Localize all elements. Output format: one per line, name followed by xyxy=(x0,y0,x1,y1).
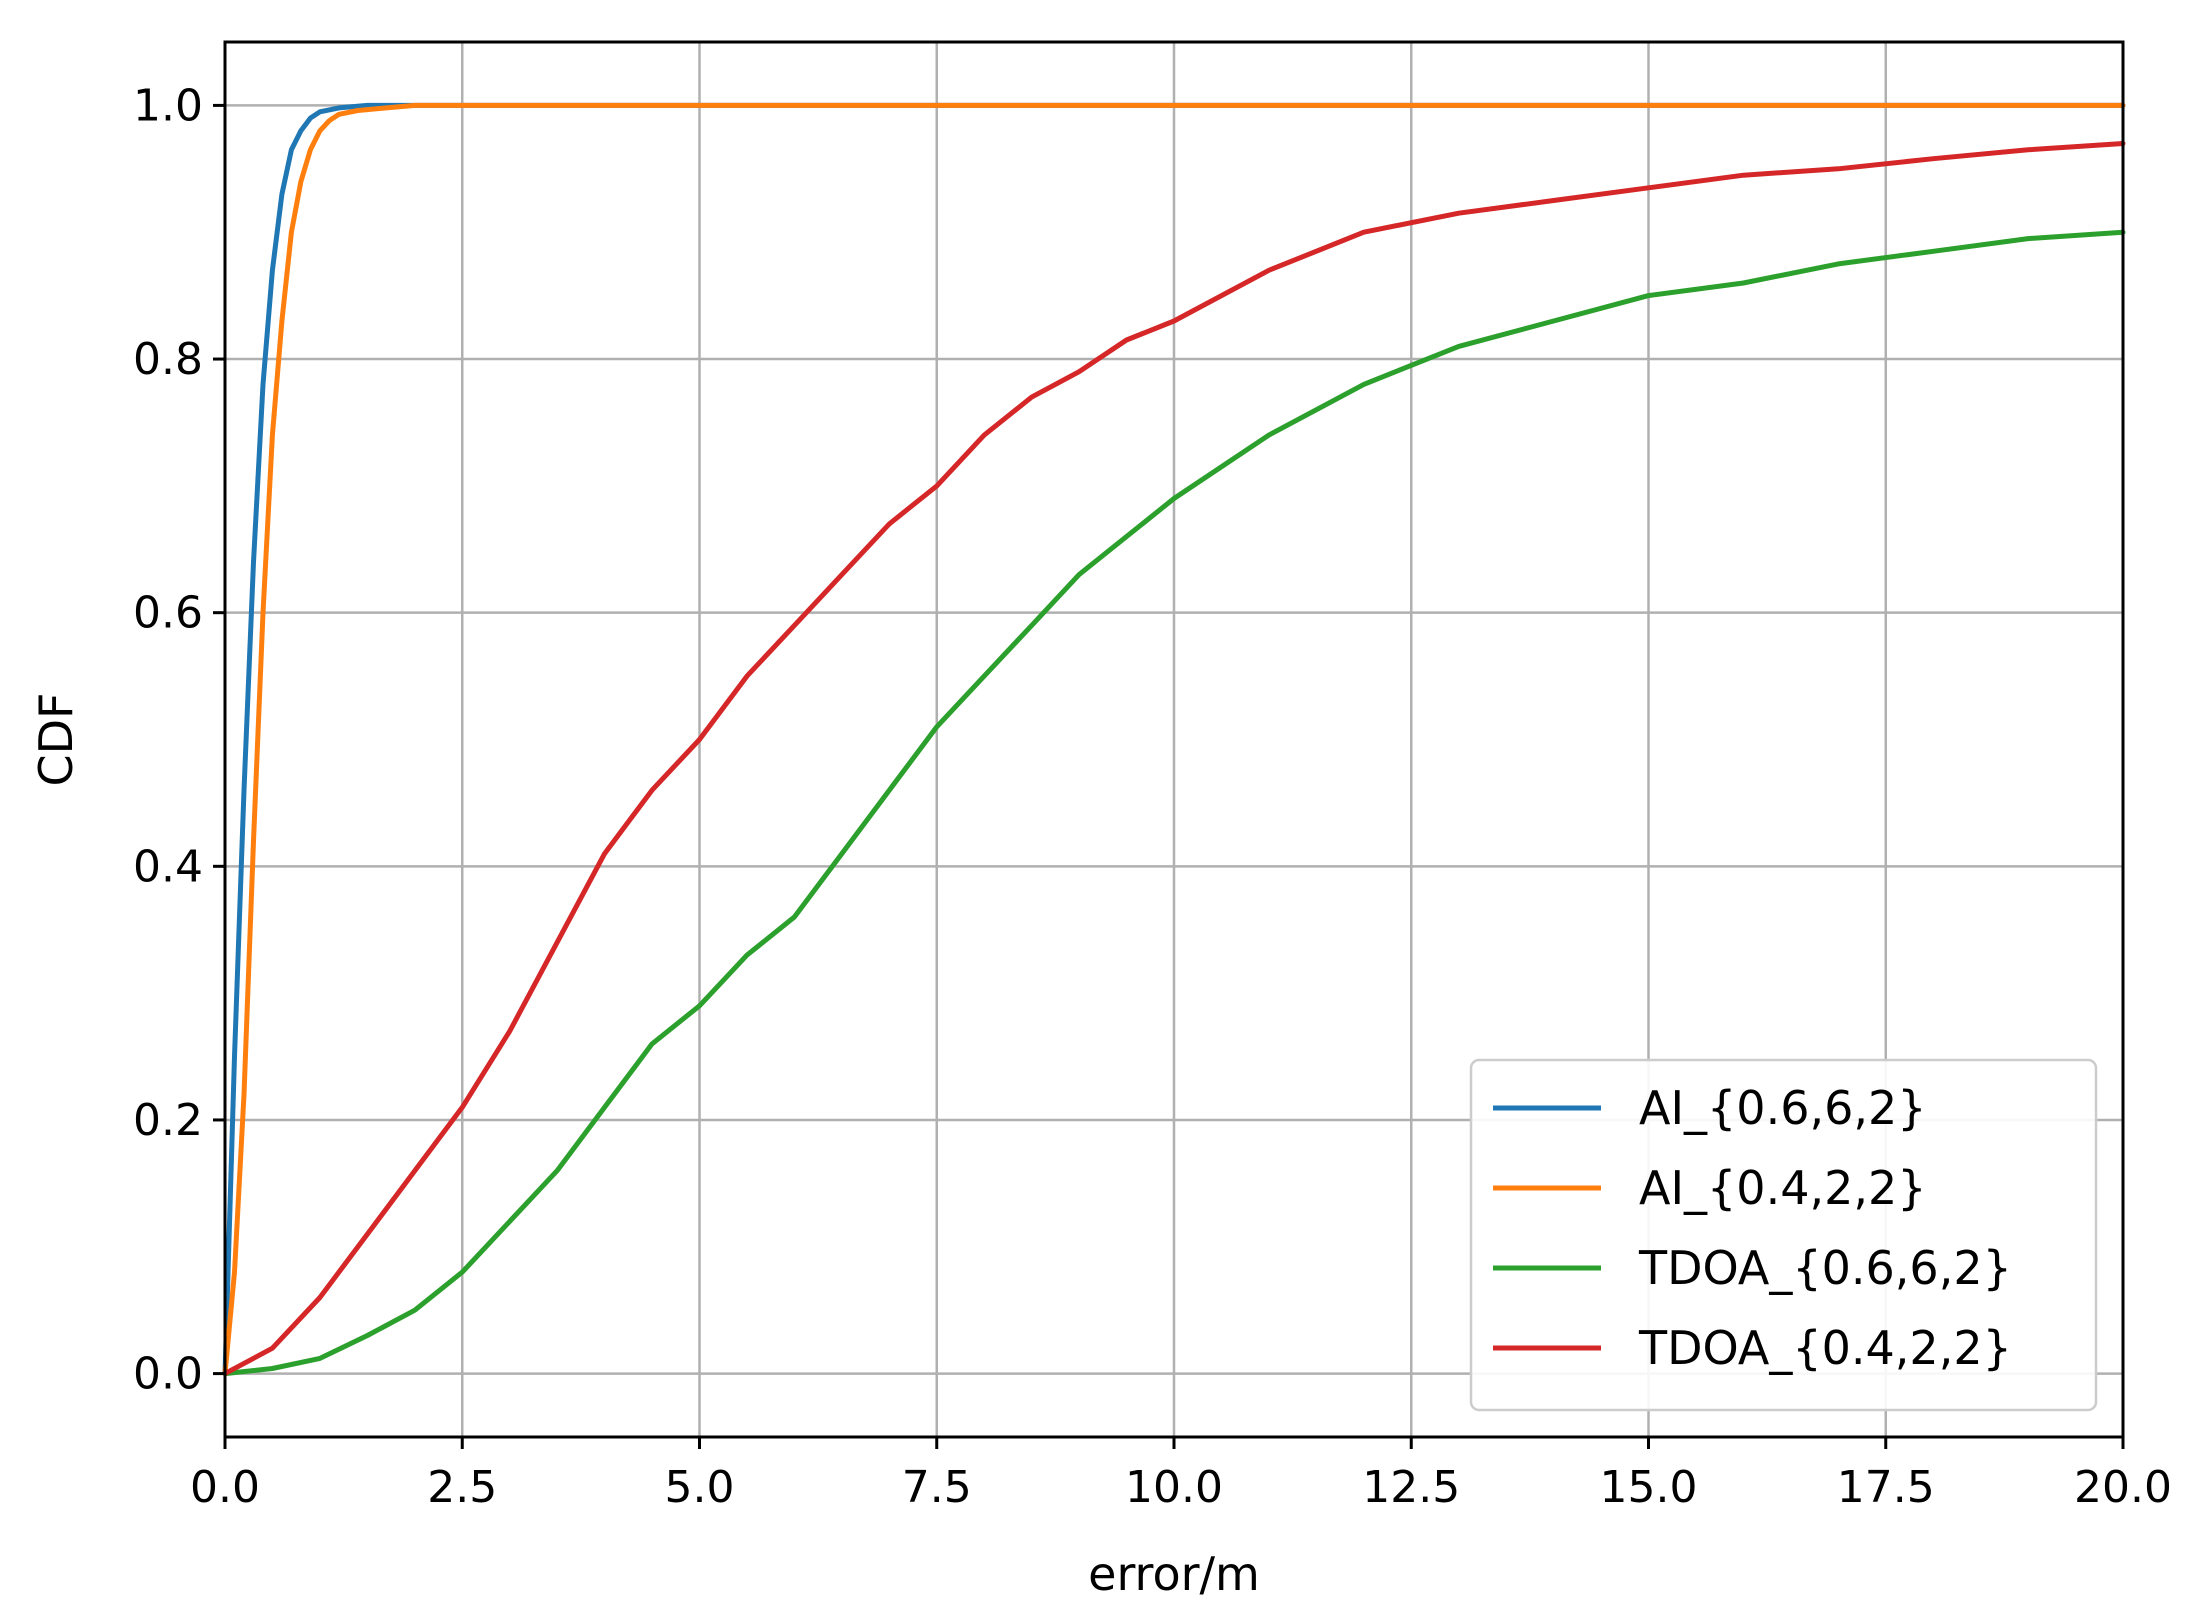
series-line-0 xyxy=(222,102,2126,1377)
y-tick-label: 0.8 xyxy=(133,334,203,385)
x-tick-label: 20.0 xyxy=(2074,1462,2172,1513)
x-axis-ticks: 0.0 2.5 5.0 7.5 10.0 12.5 15.0 17.5 20.0 xyxy=(190,1437,2172,1513)
x-tick-label: 17.5 xyxy=(1837,1462,1935,1513)
y-tick-label: 0.0 xyxy=(133,1349,203,1400)
legend-label: TDOA_{0.6,6,2} xyxy=(1638,1241,2012,1295)
x-tick-label: 10.0 xyxy=(1125,1462,1223,1513)
x-tick-label: 2.5 xyxy=(427,1462,497,1513)
x-tick-label: 5.0 xyxy=(665,1462,735,1513)
y-tick-label: 0.4 xyxy=(133,841,203,892)
x-tick-label: 12.5 xyxy=(1362,1462,1460,1513)
series-line-2 xyxy=(222,229,2126,1377)
y-axis-ticks: 0.0 0.2 0.4 0.6 0.8 1.0 xyxy=(133,80,225,1400)
series-line-3 xyxy=(222,141,2126,1377)
legend: AI_{0.6,6,2} AI_{0.4,2,2} TDOA_{0.6,6,2} TD… xyxy=(1469,1058,2098,1412)
legend-label: TDOA_{0.4,2,2} xyxy=(1638,1321,2012,1375)
legend-label: AI_{0.6,6,2} xyxy=(1639,1081,1927,1135)
series-line-1 xyxy=(222,102,2126,1377)
y-tick-label: 0.6 xyxy=(133,588,203,639)
y-tick-label: 1.0 xyxy=(133,80,203,131)
x-axis-label: error/m xyxy=(1088,1547,1260,1601)
legend-label: AI_{0.4,2,2} xyxy=(1639,1161,1927,1215)
y-axis-label: CDF xyxy=(29,693,83,787)
x-tick-label: 15.0 xyxy=(1600,1462,1698,1513)
x-tick-label: 0.0 xyxy=(190,1462,260,1513)
y-tick-label: 0.2 xyxy=(133,1095,203,1146)
x-tick-label: 7.5 xyxy=(902,1462,972,1513)
legend-box xyxy=(1469,1058,2098,1412)
series-layer xyxy=(222,102,2126,1377)
